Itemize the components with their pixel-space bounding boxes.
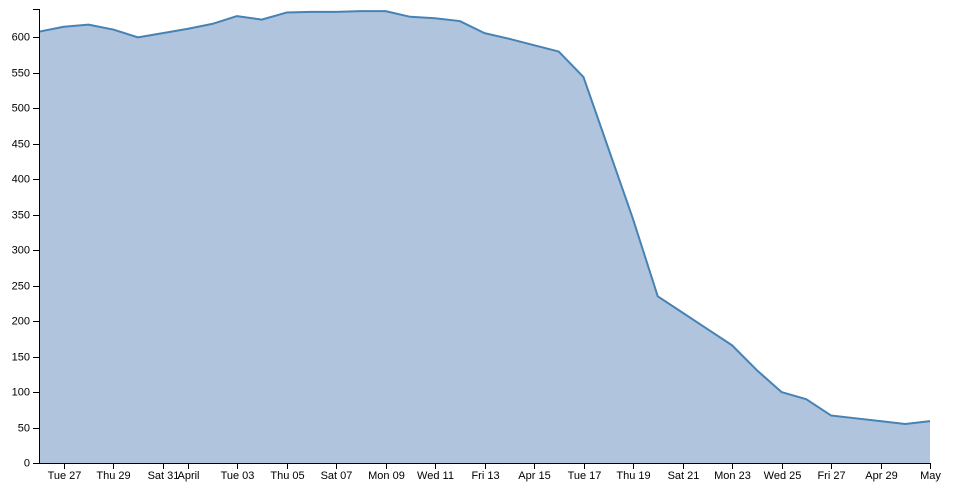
y-tick-label: 200 xyxy=(12,316,30,328)
x-tick-label: Fri 13 xyxy=(471,470,499,482)
x-tick-label: Tue 17 xyxy=(568,470,602,482)
x-tick-label: April xyxy=(177,470,199,482)
y-tick-label: 500 xyxy=(12,103,30,115)
y-tick-label: 50 xyxy=(18,423,30,435)
y-tick-label: 300 xyxy=(12,245,30,257)
x-tick-label: Sat 31 xyxy=(148,470,180,482)
x-tick-label: Apr 29 xyxy=(865,470,897,482)
y-tick-label: 100 xyxy=(12,387,30,399)
x-tick-label: Wed 25 xyxy=(764,470,802,482)
x-tick-label: Mon 23 xyxy=(714,470,751,482)
y-tick-label: 150 xyxy=(12,352,30,364)
y-tick-label: 0 xyxy=(24,458,30,470)
plot-area xyxy=(38,10,931,463)
x-tick-label: Fri 27 xyxy=(817,470,845,482)
series-area xyxy=(39,11,930,463)
x-tick-label: Thu 05 xyxy=(270,470,304,482)
x-tick-label: Apr 15 xyxy=(518,470,550,482)
x-tick-label: Tue 03 xyxy=(221,470,255,482)
x-tick-label: Thu 29 xyxy=(96,470,130,482)
x-tick-label: Sat 07 xyxy=(321,470,353,482)
x-tick-label: Wed 11 xyxy=(417,470,454,482)
x-tick-label: Tue 27 xyxy=(48,470,82,482)
y-tick-label: 450 xyxy=(12,139,30,151)
y-tick-label: 350 xyxy=(12,210,30,222)
series-line xyxy=(38,10,931,425)
x-tick-label: Thu 19 xyxy=(616,470,650,482)
y-tick-label: 550 xyxy=(12,68,30,80)
x-tick-label: May xyxy=(920,470,941,482)
y-axis: 0 50 100 150 200 250 300 350 400 450 500 550 600 xyxy=(12,9,40,470)
x-tick-label: Mon 09 xyxy=(368,470,405,482)
y-tick-label: 250 xyxy=(12,281,30,293)
y-tick-label: 400 xyxy=(12,174,30,186)
y-tick-label: 600 xyxy=(12,32,30,44)
x-tick-label: Sat 21 xyxy=(668,470,700,482)
